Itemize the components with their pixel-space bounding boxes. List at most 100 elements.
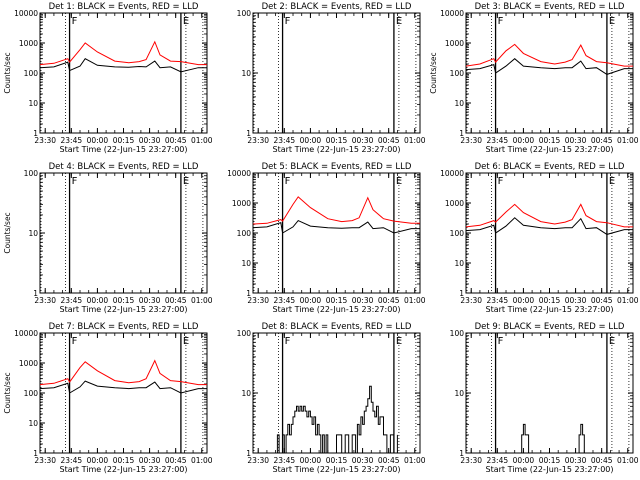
x-tick-label: 00:15 [539,296,561,305]
y-tick-label: 1000 [19,359,38,368]
marker-label-f: F [285,16,291,27]
x-tick-label: 23:30 [460,136,482,145]
x-tick-label: 01:00 [191,456,213,465]
marker-label-e: E [183,16,189,27]
x-tick-label: 00:30 [139,296,161,305]
series-line-events-0 [40,58,207,73]
series-line-lld-1 [40,359,207,386]
x-tick-label: 00:00 [87,296,109,305]
x-tick-label: 01:00 [191,136,213,145]
x-tick-label: 00:00 [513,136,535,145]
x-tick-label: 23:45 [487,296,509,305]
x-tick-label: 00:15 [113,296,135,305]
panel-title: Det 7: BLACK = Events, RED = LLD [49,322,199,332]
series-line-lld-1 [253,196,420,225]
y-tick-label: 10000 [440,169,464,178]
marker-label-f: F [498,176,504,187]
x-tick-label: 00:30 [565,136,587,145]
x-tick-label: 23:45 [487,456,509,465]
y-tick-label: 100 [24,389,39,398]
x-tick-label: 00:00 [300,136,322,145]
x-tick-label: 00:00 [87,136,109,145]
x-tick-label: 00:45 [378,136,400,145]
panel-title: Det 3: BLACK = Events, RED = LLD [475,2,625,12]
y-tick-label: 1 [246,449,251,458]
panel-title: Det 2: BLACK = Events, RED = LLD [262,2,412,12]
x-tick-label: 23:30 [34,456,56,465]
x-tick-label: 01:00 [404,456,426,465]
x-tick-label: 23:30 [460,296,482,305]
x-tick-label: 00:15 [113,456,135,465]
y-tick-label: 10 [454,259,464,268]
marker-label-e: E [396,336,402,347]
x-tick-label: 00:15 [113,136,135,145]
panel-title: Det 6: BLACK = Events, RED = LLD [475,162,625,172]
marker-label-e: E [396,16,402,27]
marker-label-f: F [72,336,78,347]
x-tick-label: 01:00 [617,456,639,465]
panel-det-8: Det 8: BLACK = Events, RED = LLD 1 10 100 23… [237,322,426,474]
y-tick-label: 100 [450,229,465,238]
marker-label-e: E [609,16,615,27]
y-axis-label: Counts/sec [3,52,12,93]
x-tick-label: 23:30 [34,136,56,145]
x-tick-label: 00:45 [591,136,613,145]
y-tick-label: 1 [459,449,464,458]
plot-frame [39,172,208,294]
x-axis-label: Start Time (22-Jun-15 23:27:00) [273,145,401,154]
x-tick-label: 00:45 [378,456,400,465]
y-tick-label: 1 [459,289,464,298]
y-tick-label: 1000 [232,199,251,208]
x-tick-label: 00:30 [352,456,374,465]
x-tick-label: 00:15 [326,136,348,145]
y-tick-label: 10 [28,229,38,238]
x-tick-label: 00:15 [539,136,561,145]
series-line-lld-1 [40,40,207,66]
x-axis-label: Start Time (22-Jun-15 23:27:00) [273,465,401,474]
x-axis-label: Start Time (22-Jun-15 23:27:00) [60,465,188,474]
panel-title: Det 1: BLACK = Events, RED = LLD [49,2,199,12]
y-tick-label: 10000 [14,329,38,338]
panel-det-3: Det 3: BLACK = Events, RED = LLD 1 10 100 10… [429,2,639,154]
x-tick-label: 00:45 [165,136,187,145]
y-tick-label: 1 [33,129,38,138]
marker-label-e: E [609,176,615,187]
x-tick-label: 00:00 [513,296,535,305]
x-tick-label: 23:30 [34,296,56,305]
x-tick-label: 00:15 [326,456,348,465]
series-line-events-0 [466,217,633,235]
panel-det-5: Det 5: BLACK = Events, RED = LLD 1 10 100 10… [227,162,426,314]
y-tick-label: 1000 [445,199,464,208]
x-tick-label: 00:00 [513,456,535,465]
x-tick-label: 00:45 [591,456,613,465]
y-axis-label: Counts/sec [429,52,438,93]
y-tick-label: 1 [246,129,251,138]
panel-det-1: Det 1: BLACK = Events, RED = LLD 1 10 100 10… [3,2,213,154]
y-tick-label: 100 [237,9,252,18]
x-tick-label: 00:45 [165,296,187,305]
x-tick-label: 01:00 [404,296,426,305]
y-tick-label: 10 [454,389,464,398]
series-line-events-0 [519,423,585,453]
y-tick-label: 100 [237,329,252,338]
plot-frame [465,172,634,294]
x-tick-label: 00:30 [139,456,161,465]
panel-det-9: Det 9: BLACK = Events, RED = LLD 1 10 100 23… [450,322,639,474]
y-tick-label: 10000 [227,169,251,178]
x-tick-label: 23:45 [487,136,509,145]
x-tick-label: 01:00 [617,296,639,305]
y-tick-label: 1 [33,289,38,298]
x-tick-label: 23:45 [61,296,83,305]
panel-title: Det 4: BLACK = Events, RED = LLD [49,162,199,172]
panel-title: Det 5: BLACK = Events, RED = LLD [262,162,412,172]
x-tick-label: 01:00 [404,136,426,145]
marker-label-f: F [285,176,291,187]
x-tick-label: 23:45 [274,136,296,145]
marker-label-f: F [72,16,78,27]
y-tick-label: 100 [24,169,39,178]
y-tick-label: 10 [454,99,464,108]
panel-title: Det 8: BLACK = Events, RED = LLD [262,322,412,332]
panel-det-7: Det 7: BLACK = Events, RED = LLD 1 10 100 10… [3,322,213,474]
x-tick-label: 23:30 [247,136,269,145]
